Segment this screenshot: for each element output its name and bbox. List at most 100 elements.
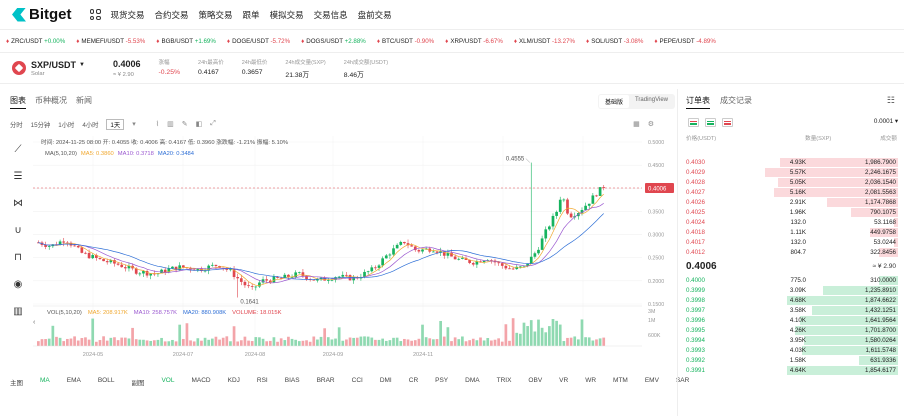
nav-item[interactable]: 模拟交易 bbox=[269, 9, 304, 20]
indicator-option[interactable]: VOL bbox=[161, 377, 175, 384]
kline-chart[interactable]: 0.4555 0.1641 时间: 2024-11-25 08:00 开: 0.40… bbox=[33, 136, 642, 360]
ticker-item[interactable]: ♦ BGB/USDT +1.69% bbox=[156, 38, 216, 45]
apps-grid-icon[interactable] bbox=[89, 9, 101, 20]
ask-row[interactable]: 0.4012 804.7 322.8456 bbox=[684, 247, 898, 257]
lock-icon[interactable]: ⊓ bbox=[14, 252, 22, 263]
bid-row[interactable]: 0.3995 4.26K 1,701.8700 bbox=[684, 325, 898, 335]
ask-row[interactable]: 0.4029 5.57K 2,246.1675 bbox=[684, 167, 898, 177]
camera-icon[interactable]: ◧ bbox=[195, 121, 203, 128]
ask-row[interactable]: 0.4027 5.16K 2,081.5563 bbox=[684, 187, 898, 197]
bid-row[interactable]: 0.3997 3.58K 1,432.1251 bbox=[684, 305, 898, 315]
bid-row[interactable]: 0.3993 4.03K 1,611.5748 bbox=[684, 345, 898, 355]
brand-logo[interactable]: Bitget bbox=[12, 6, 72, 23]
indicator-option[interactable]: DMA bbox=[465, 377, 480, 384]
bids-mode-icon[interactable] bbox=[705, 118, 716, 127]
ticker-item[interactable]: ♦ DOGS/USDT +2.88% bbox=[301, 38, 366, 45]
ask-row[interactable]: 0.4026 2.91K 1,174.7868 bbox=[684, 197, 898, 207]
ticker-item[interactable]: ♦ XLM/USDT -13.27% bbox=[514, 38, 575, 45]
indicator-option[interactable]: 副图 bbox=[131, 380, 145, 387]
fib-icon[interactable]: ☰ bbox=[13, 171, 23, 182]
indicator-option[interactable]: CCI bbox=[351, 377, 363, 384]
ticker-item[interactable]: ♦ SOL/USDT -3.08% bbox=[586, 38, 643, 45]
nav-item[interactable]: 跟单 bbox=[242, 9, 260, 20]
kline-svg[interactable]: 0.4555 0.1641 时间: 2024-11-25 08:00 开: 0.40… bbox=[33, 136, 642, 360]
ticker-item[interactable]: ♦ BTC/USDT -0.90% bbox=[377, 38, 434, 45]
chart-type-icon[interactable]: ▥ bbox=[167, 121, 174, 128]
pair-dropdown-icon[interactable]: ▼ bbox=[79, 61, 85, 68]
indicator-option[interactable]: EMA bbox=[66, 377, 81, 384]
trash-icon[interactable]: ▥ bbox=[13, 306, 23, 317]
nav-item[interactable]: 现货交易 bbox=[110, 9, 145, 20]
chart-tab[interactable]: 新闻 bbox=[76, 96, 92, 105]
indicator-option[interactable]: RSI bbox=[256, 377, 268, 384]
indicator-icon[interactable]: ⌇ bbox=[155, 121, 160, 128]
fullscreen-icon[interactable]: ⤢ bbox=[210, 120, 216, 127]
calendar-icon[interactable]: ▦ bbox=[633, 121, 640, 128]
bid-row[interactable]: 0.3996 4.10K 1,641.9564 bbox=[684, 315, 898, 325]
ticker-item[interactable]: ♦ ZRC/USDT +0.00% bbox=[6, 38, 65, 45]
ticker-item[interactable]: ♦ PEPE/USDT -4.89% bbox=[654, 38, 715, 45]
indicator-option[interactable]: BRAR bbox=[316, 377, 335, 384]
nav-item[interactable]: 交易信息 bbox=[313, 9, 348, 20]
ticker-item[interactable]: ♦ DOGE/USDT -5.72% bbox=[227, 38, 290, 45]
interval-option[interactable]: 分时 bbox=[10, 121, 23, 129]
dropdown-icon[interactable]: ▾ bbox=[132, 121, 136, 128]
indicator-option[interactable]: EMV bbox=[644, 377, 659, 384]
indicator-option[interactable]: PSY bbox=[435, 377, 449, 384]
chart-tab[interactable]: 图表 bbox=[10, 95, 26, 109]
ask-row[interactable]: 0.4024 132.0 53.1168 bbox=[684, 217, 898, 227]
both-mode-icon[interactable] bbox=[688, 118, 699, 127]
ask-row[interactable]: 0.4025 1.96K 790.1075 bbox=[684, 207, 898, 217]
bid-row[interactable]: 0.3991 4.64K 1,854.6177 bbox=[684, 365, 898, 375]
eye-icon[interactable]: ◉ bbox=[13, 279, 23, 290]
indicator-option[interactable]: TRIX bbox=[496, 377, 512, 384]
ask-row[interactable]: 0.4028 5.05K 2,036.1540 bbox=[684, 177, 898, 187]
magnet-icon[interactable]: ∪ bbox=[14, 225, 22, 236]
orderbook-settings-icon[interactable]: ☷ bbox=[886, 95, 895, 105]
order-tab[interactable]: 成交记录 bbox=[720, 96, 752, 105]
bid-row[interactable]: 0.4000 775.0 310.0000 bbox=[684, 275, 898, 285]
ask-row[interactable]: 0.4017 132.0 53.0244 bbox=[684, 237, 898, 247]
bid-row[interactable]: 0.3998 4.68K 1,874.6622 bbox=[684, 295, 898, 305]
nav-item[interactable]: 盘前交易 bbox=[357, 9, 392, 20]
indicator-option[interactable]: KDJ bbox=[227, 377, 240, 384]
view-option[interactable]: 基础版 bbox=[598, 95, 629, 108]
settings-icon[interactable]: ⚙ bbox=[647, 121, 654, 128]
ticker-item[interactable]: ♦ MEMEFI/USDT -5.53% bbox=[76, 38, 145, 45]
candle-body bbox=[374, 267, 377, 269]
indicator-option[interactable]: VR bbox=[559, 377, 569, 384]
pair-name[interactable]: SXP/USDT bbox=[31, 59, 77, 70]
indicator-option[interactable]: MACD bbox=[191, 377, 211, 384]
ask-row[interactable]: 0.4030 4.93K 1,986.7900 bbox=[684, 157, 898, 167]
nav-item[interactable]: 合约交易 bbox=[154, 9, 189, 20]
interval-option[interactable]: 4小时 bbox=[82, 121, 99, 129]
precision-select[interactable]: 0.0001 ▾ bbox=[873, 118, 898, 125]
indicator-option[interactable]: BOLL bbox=[97, 377, 115, 384]
ticker-item[interactable]: ♦ XRP/USDT -6.67% bbox=[445, 38, 503, 45]
interval-option[interactable]: 15分钟 bbox=[30, 121, 51, 129]
indicator-option[interactable]: DMI bbox=[379, 377, 392, 384]
interval-option[interactable]: 1天 bbox=[106, 118, 125, 130]
bid-row[interactable]: 0.3999 3.09K 1,235.8910 bbox=[684, 285, 898, 295]
nav-item[interactable]: 策略交易 bbox=[198, 9, 233, 20]
asks-mode-icon[interactable] bbox=[722, 118, 733, 127]
indicator-option[interactable]: 主图 bbox=[10, 380, 23, 387]
bid-row[interactable]: 0.3994 3.95K 1,580.0264 bbox=[684, 335, 898, 345]
bid-row[interactable]: 0.3992 1.58K 631.9336 bbox=[684, 355, 898, 365]
draw-icon[interactable]: ✎ bbox=[181, 121, 188, 128]
indicator-option[interactable]: MA bbox=[40, 377, 50, 384]
indicator-option[interactable]: OBV bbox=[528, 377, 543, 384]
indicator-option[interactable]: CR bbox=[408, 377, 419, 384]
indicator-option[interactable]: MTM bbox=[613, 377, 628, 384]
chart-tab[interactable]: 币种概况 bbox=[35, 96, 67, 105]
indicator-option[interactable]: SAR bbox=[675, 377, 690, 384]
pattern-icon[interactable]: ⋈ bbox=[13, 198, 23, 209]
view-option[interactable]: TradingView bbox=[634, 97, 668, 103]
indicator-option[interactable]: WR bbox=[585, 377, 597, 384]
trendline-icon[interactable]: ⟋ bbox=[14, 144, 22, 155]
candle-body bbox=[80, 247, 84, 253]
ask-row[interactable]: 0.4018 1.11K 449.9758 bbox=[684, 227, 898, 237]
order-tab[interactable]: 订单表 bbox=[686, 95, 710, 109]
indicator-option[interactable]: BIAS bbox=[284, 377, 300, 384]
interval-option[interactable]: 1小时 bbox=[58, 121, 75, 129]
